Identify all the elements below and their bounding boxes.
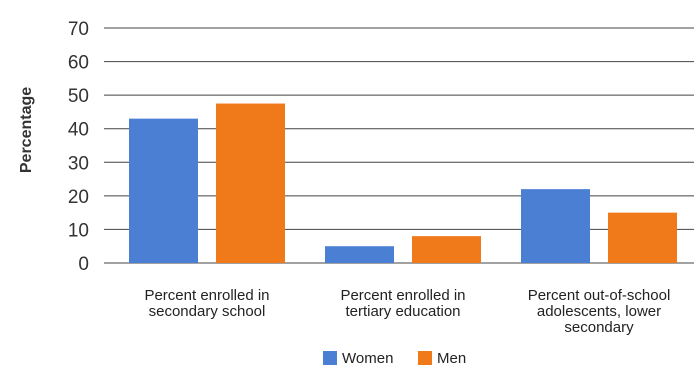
category-label-line: adolescents, lower	[537, 303, 661, 320]
legend-label-men: Men	[437, 350, 466, 367]
legend: Women Men	[323, 350, 466, 367]
legend-label-women: Women	[342, 350, 393, 367]
category-label-line: Percent enrolled in	[144, 287, 269, 304]
y-tick-label: 30	[68, 153, 89, 174]
category-label-line: Percent out-of-school	[528, 287, 671, 304]
y-tick-label: 50	[68, 86, 89, 107]
y-tick-label: 0	[78, 254, 89, 275]
y-tick-label: 10	[68, 220, 89, 241]
y-axis-label: Percentage	[18, 87, 35, 173]
gridlines	[104, 27, 694, 264]
y-tick-label: 20	[68, 187, 89, 208]
bar-women-2	[325, 246, 394, 263]
y-axis-ticks: 0 10 20 30 40 50 60 70	[68, 19, 89, 275]
y-tick-label: 40	[68, 120, 89, 141]
legend-swatch-women	[323, 351, 337, 365]
bar-women-1	[129, 118, 198, 264]
bar-men-3	[608, 212, 677, 263]
bar-men-2	[412, 236, 481, 263]
y-tick-label: 70	[68, 19, 89, 40]
category-label-line: Percent enrolled in	[340, 287, 465, 304]
legend-swatch-men	[418, 351, 432, 365]
y-tick-label: 60	[68, 53, 89, 74]
bars	[129, 103, 677, 264]
category-label-line: tertiary education	[345, 303, 460, 320]
category-label-line: secondary	[564, 319, 634, 336]
bar-women-3	[521, 189, 590, 263]
category-label-line: secondary school	[149, 303, 266, 320]
bar-men-1	[216, 103, 285, 264]
